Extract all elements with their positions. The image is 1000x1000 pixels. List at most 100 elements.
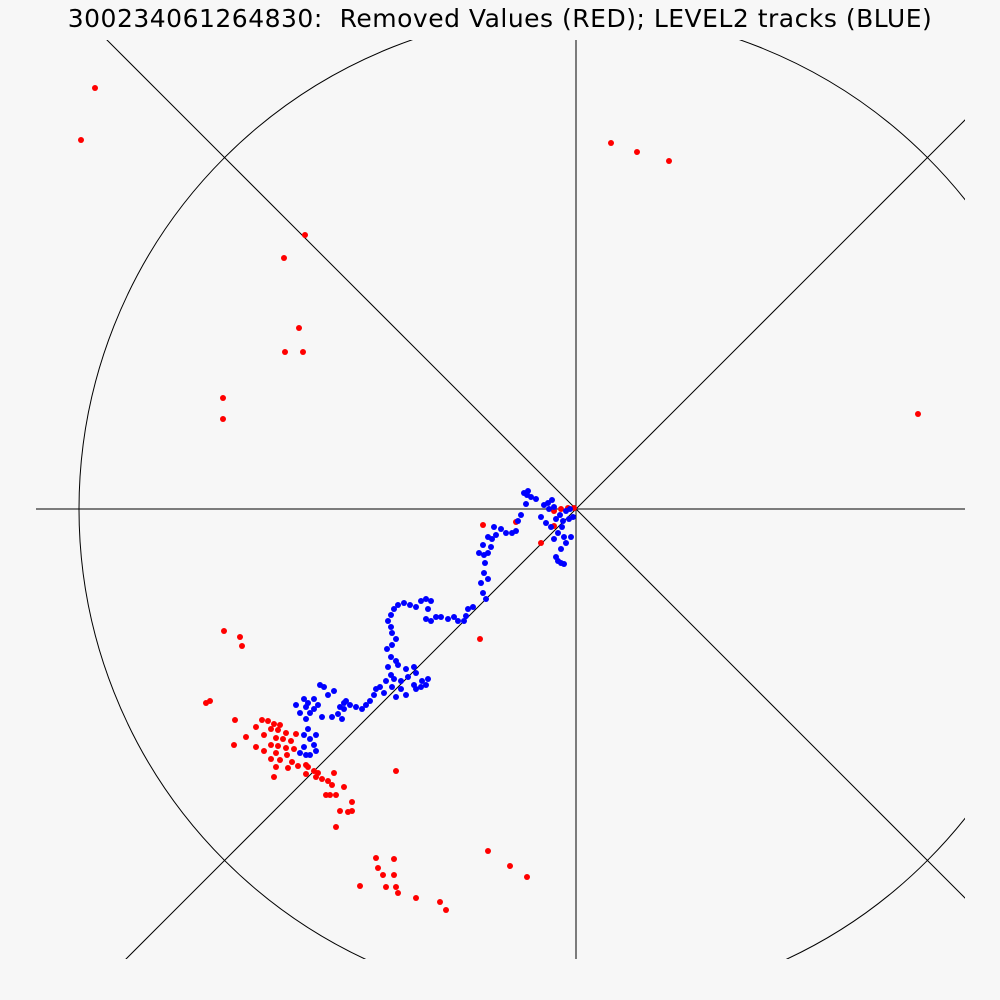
- removed-value-point: [302, 232, 308, 238]
- removed-value-point: [231, 742, 237, 748]
- level2-track-point: [476, 550, 482, 556]
- level2-track-point: [549, 497, 555, 503]
- removed-value-point: [305, 764, 311, 770]
- level2-track-point: [482, 560, 488, 566]
- removed-value-point: [313, 774, 319, 780]
- removed-value-point: [393, 768, 399, 774]
- level2-track-point: [311, 742, 317, 748]
- removed-value-point: [333, 824, 339, 830]
- removed-value-point: [333, 792, 339, 798]
- level2-track-point: [423, 682, 429, 688]
- level2-track-point: [423, 616, 429, 622]
- level2-track-point: [317, 682, 323, 688]
- removed-value-point: [259, 717, 265, 723]
- level2-track-point: [481, 570, 487, 576]
- level2-track-point: [438, 614, 444, 620]
- level2-track-point: [313, 732, 319, 738]
- level2-track-point: [428, 618, 434, 624]
- removed-value-point: [271, 774, 277, 780]
- level2-track-point: [301, 696, 307, 702]
- removed-value-point: [538, 540, 544, 546]
- removed-value-point: [239, 643, 245, 649]
- removed-value-point: [203, 700, 209, 706]
- level2-track-point: [307, 736, 313, 742]
- level2-track-point: [398, 678, 404, 684]
- removed-value-point: [329, 782, 335, 788]
- removed-value-point: [413, 895, 419, 901]
- removed-value-point: [303, 771, 309, 777]
- removed-value-point: [273, 750, 279, 756]
- removed-value-point: [341, 784, 347, 790]
- level2-track-point: [461, 618, 467, 624]
- level2-track-point: [485, 576, 491, 582]
- level2-track-point: [481, 552, 487, 558]
- level2-track-point: [401, 600, 407, 606]
- level2-track-point: [381, 690, 387, 696]
- level2-track-point: [428, 598, 434, 604]
- level2-track-point: [371, 692, 377, 698]
- removed-value-point: [337, 808, 343, 814]
- removed-value-point: [268, 726, 274, 732]
- level2-track-point: [395, 602, 401, 608]
- removed-value-point: [282, 349, 288, 355]
- level2-track-point: [525, 488, 531, 494]
- level2-track-point: [341, 706, 347, 712]
- level2-track-point: [388, 612, 394, 618]
- level2-track-point: [388, 654, 394, 660]
- removed-value-point: [221, 628, 227, 634]
- removed-value-point: [253, 724, 259, 730]
- removed-value-point: [666, 158, 672, 164]
- removed-value-point: [325, 778, 331, 784]
- level2-track-point: [553, 516, 559, 522]
- level2-track-point: [307, 752, 313, 758]
- level2-track-point: [480, 542, 486, 548]
- level2-track-point: [388, 672, 394, 678]
- level2-track-point: [451, 614, 457, 620]
- level2-track-point: [389, 630, 395, 636]
- removed-value-point: [283, 730, 289, 736]
- removed-value-point: [220, 395, 226, 401]
- level2-track-point: [407, 602, 413, 608]
- removed-value-point: [391, 872, 397, 878]
- removed-value-point: [300, 349, 306, 355]
- removed-value-point: [383, 884, 389, 890]
- removed-value-point: [275, 743, 281, 749]
- level2-track-point: [523, 501, 529, 507]
- level2-track-point: [307, 710, 313, 716]
- level2-track-point: [413, 604, 419, 610]
- level2-track-point: [465, 606, 471, 612]
- level2-track-point: [515, 518, 521, 524]
- level2-track-point: [325, 692, 331, 698]
- level2-track-point: [335, 711, 341, 717]
- level2-track-point: [297, 750, 303, 756]
- removed-value-point: [915, 411, 921, 417]
- level2-track-point: [568, 534, 574, 540]
- removed-value-point: [268, 742, 274, 748]
- range-ring: [78, 40, 965, 959]
- level2-track-point: [373, 686, 379, 692]
- removed-value-point: [558, 506, 564, 512]
- removed-value-point: [237, 634, 243, 640]
- level2-track-point: [561, 534, 567, 540]
- removed-value-point: [275, 727, 281, 733]
- level2-track-point: [538, 514, 544, 520]
- level2-track-point: [363, 702, 369, 708]
- level2-track-point: [339, 716, 345, 722]
- level2-track-point: [347, 702, 353, 708]
- removed-value-point: [349, 799, 355, 805]
- removed-value-point: [268, 756, 274, 762]
- level2-track-point: [488, 544, 494, 550]
- removed-value-point: [395, 890, 401, 896]
- level2-track-point: [389, 684, 395, 690]
- level2-track-point: [548, 524, 554, 530]
- level2-track-point: [297, 710, 303, 716]
- level2-track-point: [485, 534, 491, 540]
- removed-value-point: [220, 416, 226, 422]
- removed-value-point: [288, 738, 294, 744]
- removed-value-point: [285, 765, 291, 771]
- removed-value-point: [380, 872, 386, 878]
- removed-value-point: [261, 748, 267, 754]
- axis-diagonal-sw-ne: [125, 119, 965, 959]
- level2-track-point: [403, 666, 409, 672]
